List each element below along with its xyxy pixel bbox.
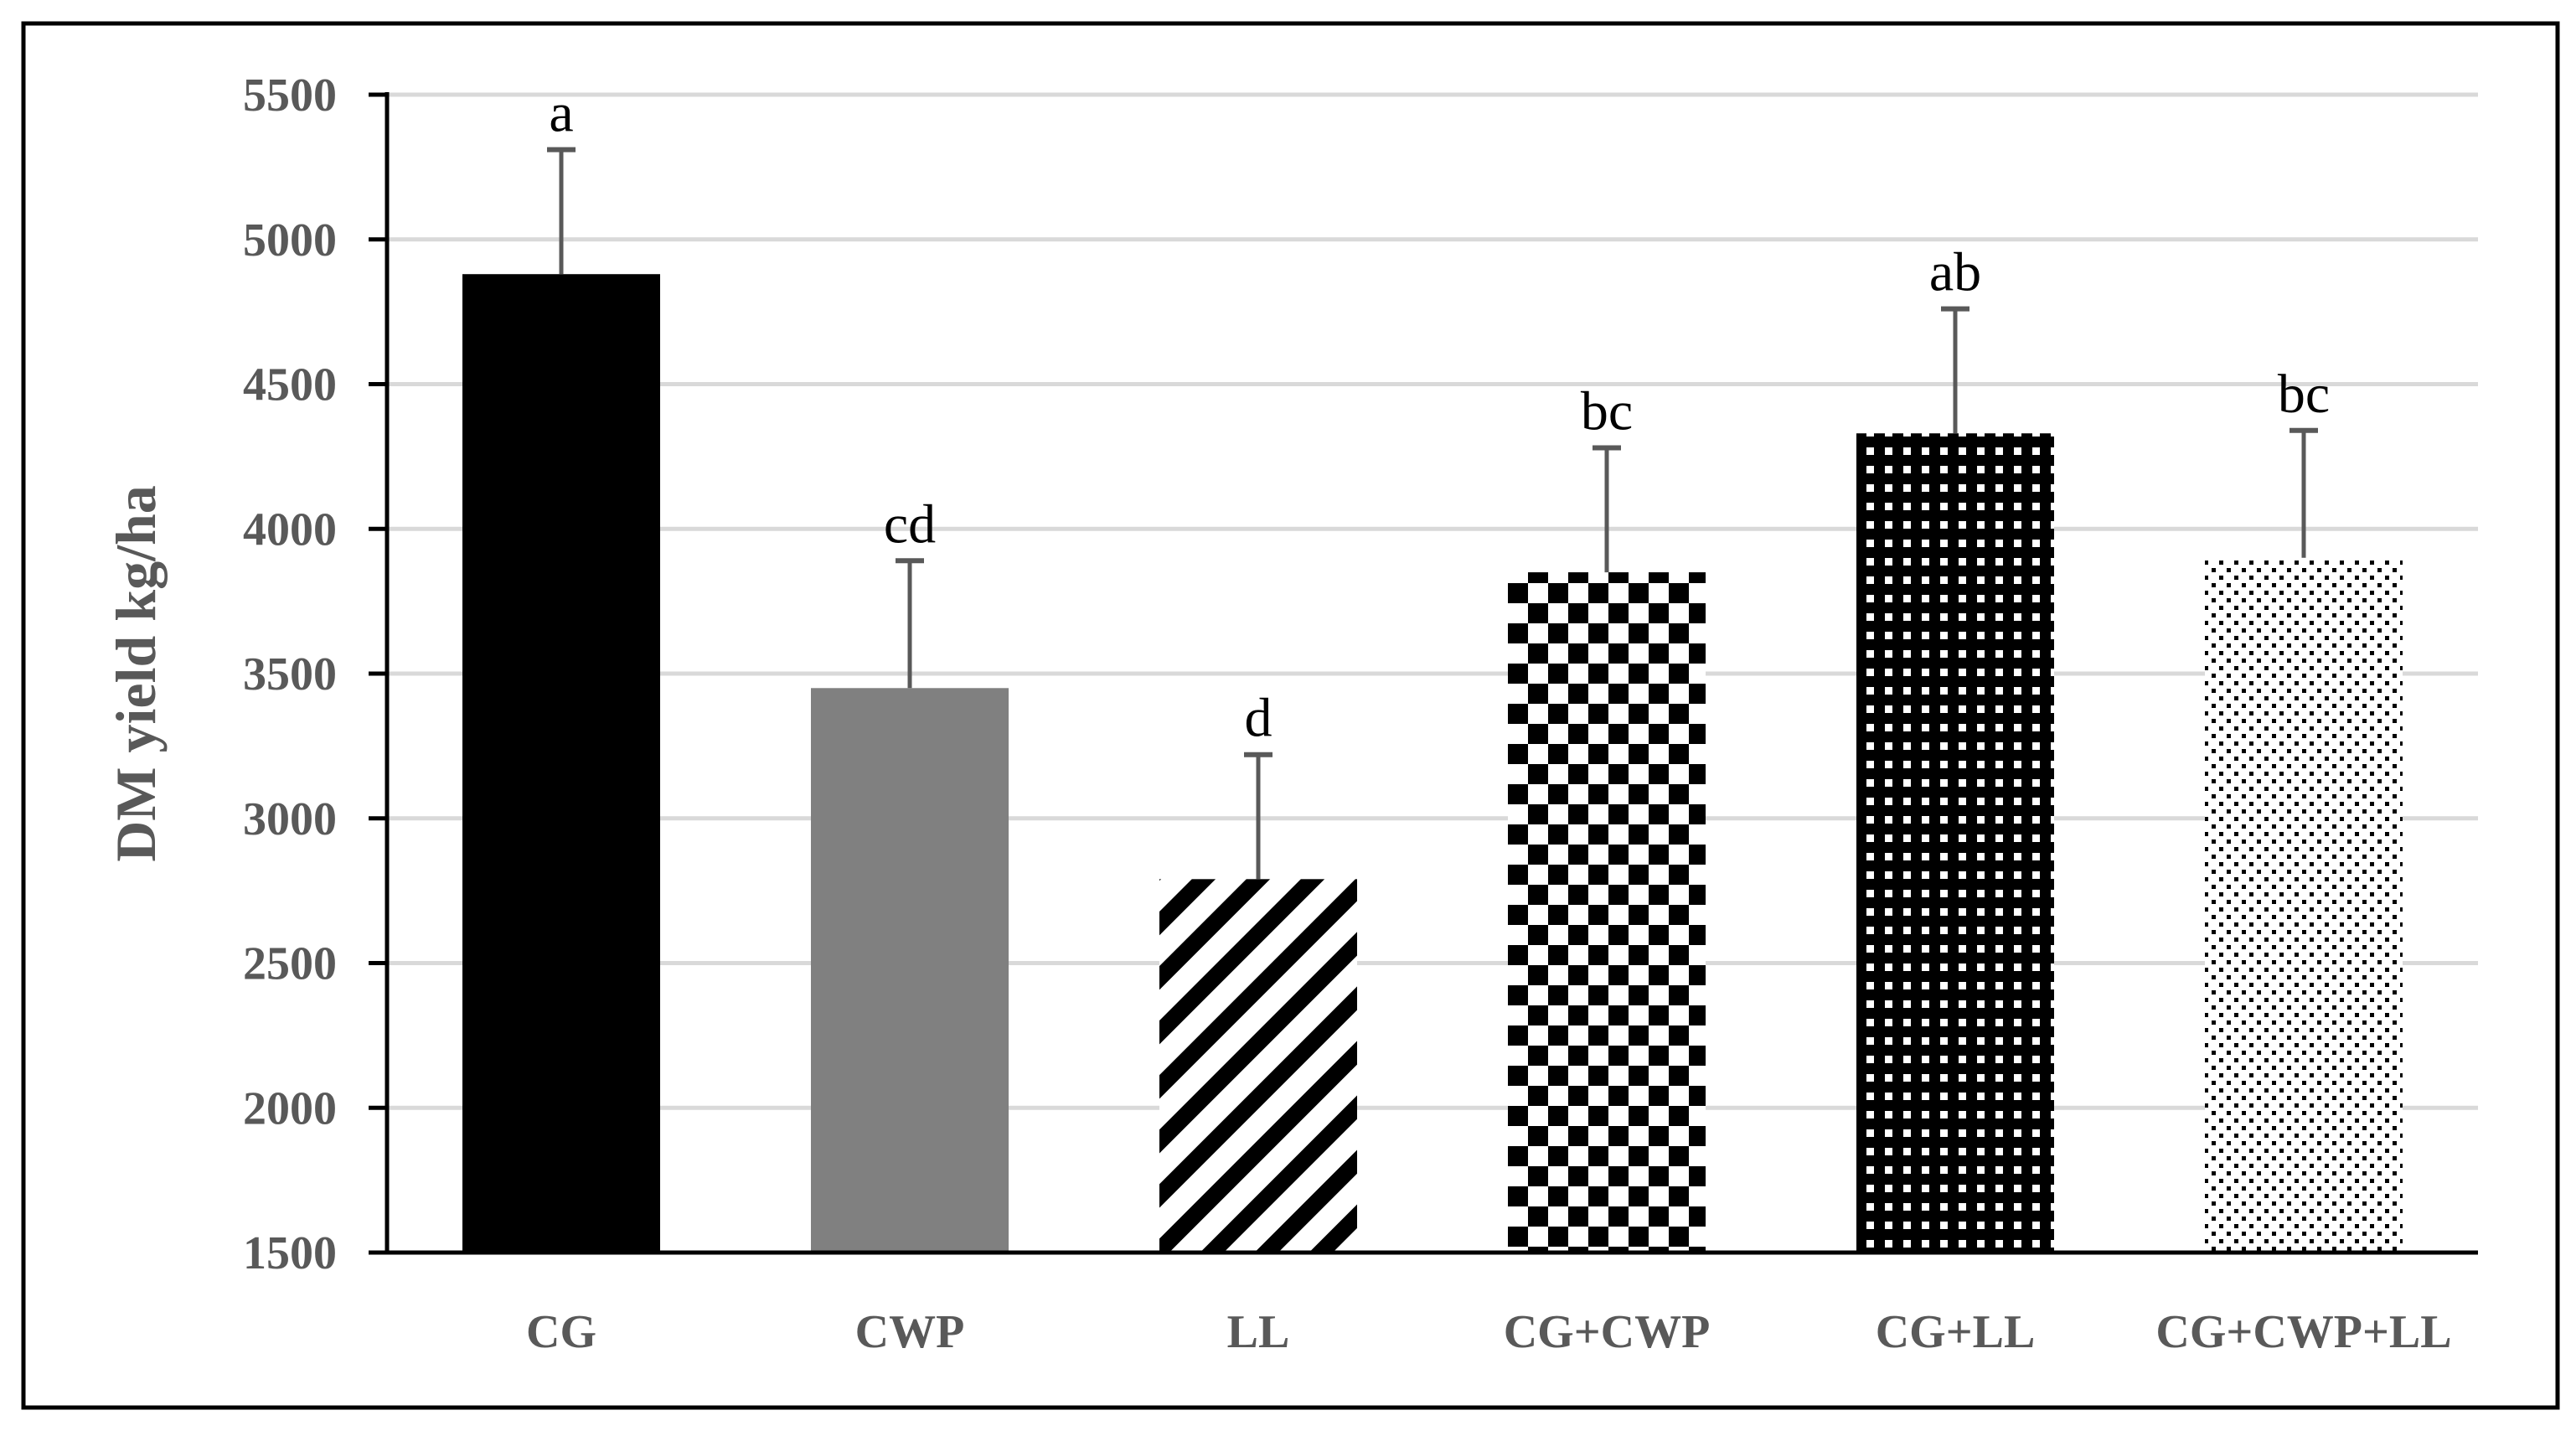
bars [462,274,2403,1253]
significance-label-cwp: cd [884,493,936,555]
bar-cg-ll [1856,433,2054,1253]
y-tick-label-4000: 4000 [243,504,337,555]
axes [369,92,2478,1255]
significance-label-cg-cwp-ll: bc [2278,364,2330,425]
significance-label-cg-ll: ab [1929,242,1981,303]
bar-cg-cwp-ll [2205,557,2403,1253]
x-tick-label-ll: LL [1227,1306,1290,1358]
x-tick-label-cg-ll: CG+LL [1876,1306,2036,1358]
significance-label-ll: d [1245,688,1273,749]
bar-cg [462,274,660,1253]
x-tick-label-cg: CG [526,1306,596,1358]
y-tick-label-1500: 1500 [243,1227,337,1279]
y-tick-label-2000: 2000 [243,1082,337,1134]
labels: 1500 2000 2500 3000 3500 4000 4500 5000 5500 a CG c… [243,70,2452,1358]
x-tick-label-cg-cwp: CG+CWP [1504,1306,1711,1358]
y-tick-label-2500: 2500 [243,938,337,990]
y-tick-label-3000: 3000 [243,793,337,845]
significance-label-cg-cwp: bc [1581,381,1633,442]
bar-cg-cwp [1508,572,1706,1253]
x-tick-label-cwp: CWP [855,1306,965,1358]
gridlines [387,92,2478,1110]
y-axis-title: DM yield kg/ha [104,485,168,862]
x-tick-label-cg-cwp-ll: CG+CWP+LL [2155,1306,2451,1358]
y-tick-label-5500: 5500 [243,70,337,121]
y-tick-label-4500: 4500 [243,359,337,411]
bar-cwp [811,688,1009,1253]
error-bars [547,147,2318,880]
significance-label-cg: a [549,83,573,144]
y-tick-label-3500: 3500 [243,648,337,700]
bar-ll [1159,879,1357,1253]
y-tick-label-5000: 5000 [243,214,337,266]
